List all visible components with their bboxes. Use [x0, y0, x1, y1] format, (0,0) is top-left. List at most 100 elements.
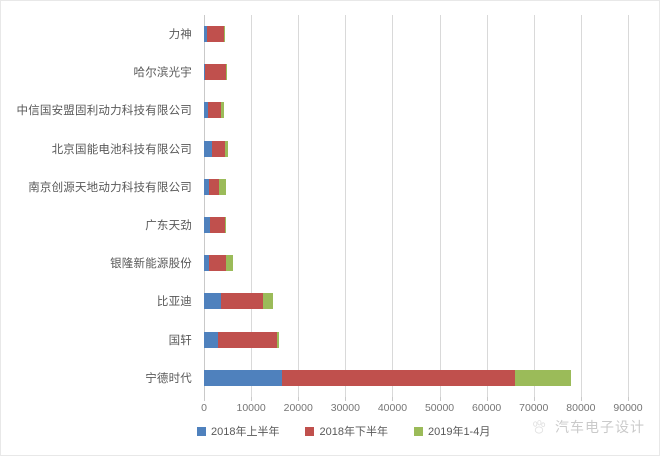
category-label: 银隆新能源股份 — [110, 258, 192, 271]
axis-tick — [298, 397, 300, 401]
axis-tick-label: 10000 — [236, 402, 266, 414]
legend-item[interactable]: 2018年下半年 — [305, 423, 388, 439]
bar-row[interactable] — [204, 206, 628, 244]
legend-label: 2018年上半年 — [211, 426, 280, 438]
axis-tick-label: 0 — [201, 402, 207, 414]
axis-tick-label: 60000 — [472, 402, 502, 414]
axis-tick-label: 20000 — [283, 402, 313, 414]
bar-segment[interactable] — [277, 331, 280, 348]
axis-tick — [628, 397, 629, 401]
category-label: 南京创源天地动力科技有限公司 — [28, 181, 192, 194]
category-label: 北京国能电池科技有限公司 — [51, 143, 192, 156]
legend-label: 2019年1-4月 — [427, 426, 491, 438]
bar-segment[interactable] — [204, 369, 282, 386]
bar-segment[interactable] — [224, 140, 229, 157]
gridline — [298, 15, 300, 397]
bar-segment[interactable] — [281, 369, 515, 386]
axis-tick-label: 50000 — [424, 402, 455, 414]
bar-row[interactable] — [204, 15, 628, 53]
bar-segment[interactable] — [224, 26, 225, 43]
axis-tick-label: 90000 — [613, 402, 643, 414]
axis-tick-label: 80000 — [566, 402, 596, 414]
stacked-bar[interactable] — [204, 102, 224, 119]
bar-segment[interactable] — [208, 102, 221, 119]
gridline — [251, 15, 253, 397]
gridline — [439, 15, 441, 397]
bar-segment[interactable] — [204, 26, 207, 43]
category-label: 哈尔滨光宇 — [133, 67, 192, 80]
stacked-bar[interactable] — [204, 293, 274, 310]
gridline — [392, 15, 394, 397]
bar-segment[interactable] — [204, 102, 209, 119]
watermark: 汽车电子设计 — [530, 417, 645, 437]
bar-segment[interactable] — [204, 140, 212, 157]
bar-segment[interactable] — [206, 26, 225, 43]
legend-swatch-icon — [197, 426, 206, 436]
legend-item[interactable]: 2018年上半年 — [197, 423, 279, 439]
bar-segment[interactable] — [204, 64, 205, 81]
category-label: 中信国安盟固利动力科技有限公司 — [16, 105, 192, 118]
bar-segment[interactable] — [204, 217, 211, 234]
bar-segment[interactable] — [262, 293, 274, 310]
gridline — [580, 15, 582, 397]
stacked-bar[interactable] — [204, 64, 227, 81]
category-label: 宁德时代 — [145, 372, 192, 385]
bar-segment[interactable] — [204, 178, 210, 195]
axis-tick — [204, 397, 205, 401]
category-axis: 力神哈尔滨光宇中信国安盟固利动力科技有限公司北京国能电池科技有限公司南京创源天地… — [1, 15, 198, 397]
gridline — [345, 15, 347, 397]
axis-tick — [345, 397, 347, 401]
axis-tick — [439, 397, 441, 401]
bar-segment[interactable] — [208, 255, 227, 272]
axis-tick-label: 40000 — [377, 402, 408, 414]
stacked-bar[interactable] — [204, 369, 572, 386]
plot-area — [204, 15, 629, 397]
bar-row[interactable] — [204, 244, 628, 282]
bar-segment[interactable] — [204, 293, 221, 310]
bar-row[interactable] — [204, 130, 628, 168]
axis-tick — [533, 397, 535, 401]
axis-tick — [251, 397, 253, 401]
stacked-bar[interactable] — [204, 255, 234, 272]
axis-tick-label: 70000 — [519, 402, 549, 414]
bar-segment[interactable] — [209, 178, 220, 195]
watermark-text: 汽车电子设计 — [555, 419, 645, 435]
bar-row[interactable] — [204, 282, 628, 320]
axis-tick — [486, 397, 488, 401]
gridline — [533, 15, 535, 397]
bar-row[interactable] — [204, 321, 628, 359]
axis-tick-label: 30000 — [330, 402, 360, 414]
legend-item[interactable]: 2019年1-4月 — [413, 423, 491, 439]
legend-swatch-icon — [305, 426, 315, 436]
bar-segment[interactable] — [219, 178, 227, 195]
bar-row[interactable] — [204, 359, 628, 397]
bar-segment[interactable] — [204, 331, 219, 348]
chart-legend: 2018年上半年 2018年下半年 2019年1-4月 — [1, 421, 659, 441]
legend-label: 2018年下半年 — [319, 426, 388, 438]
bar-segment[interactable] — [514, 369, 572, 386]
bar-segment[interactable] — [204, 64, 226, 81]
stacked-bar[interactable] — [204, 331, 280, 348]
bar-segment[interactable] — [226, 255, 234, 272]
category-label: 广东天劲 — [145, 220, 192, 233]
bar-segment[interactable] — [204, 255, 209, 272]
paw-print-icon — [530, 418, 548, 436]
bar-row[interactable] — [204, 53, 628, 91]
bar-segment[interactable] — [218, 331, 277, 348]
legend-swatch-icon — [413, 426, 423, 436]
stacked-bar[interactable] — [204, 178, 227, 195]
value-axis: 0 10000 20000 30000 40000 50000 60000 70000 8000… — [201, 397, 643, 417]
stacked-bar[interactable] — [204, 140, 229, 157]
stacked-bar[interactable] — [204, 26, 225, 43]
bar-row[interactable] — [204, 168, 628, 206]
bar-segment[interactable] — [220, 102, 224, 119]
value-axis-line — [204, 15, 205, 397]
bar-segment[interactable] — [220, 293, 263, 310]
category-label: 力神 — [168, 29, 192, 42]
bar-segment[interactable] — [224, 217, 227, 234]
bar-segment[interactable] — [210, 217, 225, 234]
stacked-bar[interactable] — [204, 217, 227, 234]
bar-segment[interactable] — [211, 140, 225, 157]
bar-row[interactable] — [204, 91, 628, 129]
